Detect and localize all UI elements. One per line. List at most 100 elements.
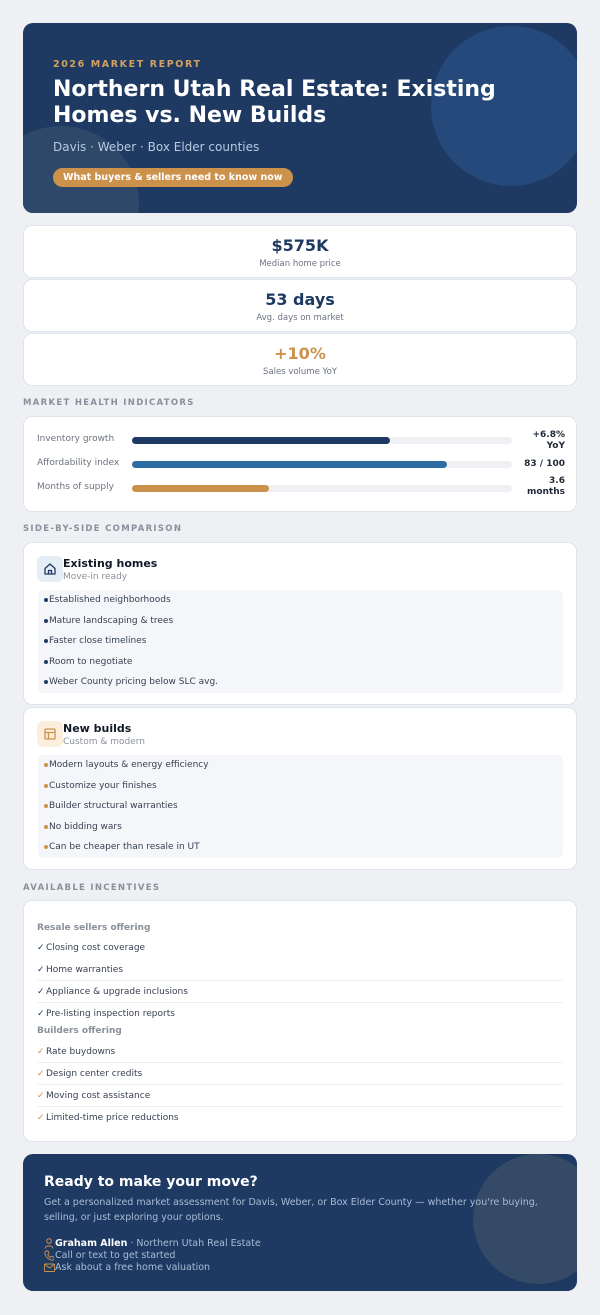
incentive-text: Closing cost coverage [46, 943, 146, 953]
agent-name: Graham Allen [55, 1238, 128, 1249]
section-label-incentives: AVAILABLE INCENTIVES [23, 883, 161, 893]
resale-heading: Resale sellers offering [37, 923, 151, 933]
existing-homes-list: Established neighborhoods Mature landscap… [38, 590, 563, 693]
list-item-text: Can be cheaper than resale in UT [49, 842, 200, 852]
stat-card-median-price: $575K Median home price [23, 225, 577, 278]
incentives-card: Resale sellers offering ✓Closing cost co… [23, 900, 577, 1142]
incentive-item: ✓Home warranties [37, 959, 563, 981]
bullet-dot [44, 618, 48, 623]
cta-banner: Ready to make your move? Get a personali… [23, 1154, 577, 1291]
new-builds-list: Modern layouts & energy efficiency Custom… [38, 755, 563, 858]
list-item: Modern layouts & energy efficiency [38, 755, 563, 776]
check-icon: ✓ [37, 965, 45, 975]
market-health-card: Inventory growth +6.8% YoY Affordability … [23, 416, 577, 512]
bullet-dot [44, 804, 48, 808]
health-row-value: 83 / 100 [524, 459, 565, 469]
progress-track [132, 485, 512, 492]
incentive-text: Limited-time price reductions [46, 1113, 179, 1123]
incentive-text: Rate buydowns [46, 1047, 116, 1057]
health-row-supply: Months of supply 3.6 months [37, 476, 565, 500]
home-icon [37, 556, 63, 582]
health-row-inventory: Inventory growth +6.8% YoY [37, 430, 565, 452]
progress-track [132, 461, 512, 468]
phone-line: Call or text to get started [55, 1250, 176, 1261]
check-icon: ✓ [37, 943, 45, 953]
health-row-value: 3.6 months [526, 476, 565, 497]
list-item: Established neighborhoods [38, 590, 563, 611]
phone-icon [44, 1250, 54, 1261]
incentive-item: ✓Design center credits [37, 1063, 563, 1085]
new-builds-card: New builds Custom & modern Modern layout… [23, 707, 577, 870]
list-item: Faster close timelines [38, 631, 563, 652]
progress-fill [132, 461, 448, 468]
check-icon: ✓ [37, 987, 45, 997]
list-item-text: Established neighborhoods [49, 595, 171, 605]
stat-value: +10% [274, 344, 326, 363]
health-row-label: Months of supply [37, 482, 114, 492]
list-item: Customize your finishes [38, 776, 563, 797]
bullet-dot [44, 598, 48, 602]
incentive-item: ✓Closing cost coverage [37, 937, 563, 959]
decorative-circle [473, 1154, 577, 1284]
bullet-dot [44, 680, 48, 684]
email-line: Ask about a free home valuation [55, 1262, 211, 1273]
list-item-text: Customize your finishes [49, 780, 157, 791]
health-row-label: Inventory growth [37, 434, 115, 444]
section-label-comparison: SIDE-BY-SIDE COMPARISON [23, 524, 183, 534]
bullet-dot [44, 783, 48, 788]
decorative-circle [431, 26, 577, 186]
list-item: Can be cheaper than resale in UT [38, 837, 563, 858]
stat-value: $575K [271, 236, 329, 255]
list-item: Mature landscaping & trees [38, 611, 563, 632]
list-item-text: Room to negotiate [49, 656, 133, 667]
hero-banner: 2026 MARKET REPORT Northern Utah Real Es… [23, 23, 577, 213]
stat-card-days-on-market: 53 days Avg. days on market [23, 279, 577, 332]
incentive-text: Pre-listing inspection reports [46, 1009, 175, 1019]
tagline-pill: What buyers & sellers need to know now [53, 168, 293, 187]
cta-body: Get a personalized market assessment for… [44, 1197, 538, 1223]
check-icon: ✓ [37, 1113, 45, 1123]
list-item-text: Mature landscaping & trees [49, 615, 174, 626]
incentive-item: ✓Limited-time price reductions [37, 1107, 563, 1129]
check-icon: ✓ [37, 1047, 45, 1057]
incentive-item: ✓Rate buydowns [37, 1041, 563, 1063]
person-icon [44, 1238, 54, 1249]
cta-title: Ready to make your move? [44, 1174, 258, 1190]
list-item: No bidding wars [38, 817, 563, 838]
list-item-text: Modern layouts & energy efficiency [49, 760, 209, 770]
agent-company: · Northern Utah Real Estate [127, 1238, 261, 1249]
bullet-dot [44, 639, 48, 643]
list-item-text: Builder structural warranties [49, 801, 178, 811]
bullet-dot [44, 659, 48, 664]
bullet-dot [44, 824, 48, 829]
new-builds-subtitle: Custom & modern [63, 737, 145, 747]
list-item-text: No bidding wars [49, 821, 122, 832]
new-builds-title: New builds [63, 722, 132, 735]
list-item-text: Weber County pricing below SLC avg. [49, 677, 219, 687]
list-item: Room to negotiate [38, 652, 563, 673]
check-icon: ✓ [37, 1069, 45, 1079]
progress-fill [132, 485, 269, 492]
section-label-health: MARKET HEALTH INDICATORS [23, 398, 195, 408]
mail-icon [44, 1263, 55, 1272]
stat-card-sales-volume: +10% Sales volume YoY [23, 333, 577, 386]
stat-value: 53 days [265, 290, 335, 309]
incentive-text: Home warranties [46, 965, 124, 975]
incentive-item: ✓Appliance & upgrade inclusions [37, 981, 563, 1003]
existing-homes-subtitle: Move-in ready [63, 572, 128, 582]
incentive-item: ✓Pre-listing inspection reports [37, 1003, 563, 1025]
incentive-text: Design center credits [46, 1069, 143, 1079]
health-row-value: +6.8% YoY [532, 430, 565, 451]
health-row-affordability: Affordability index 83 / 100 [37, 454, 565, 476]
existing-homes-card: Existing homes Move-in ready Established… [23, 542, 577, 705]
report-kicker: 2026 MARKET REPORT [53, 59, 202, 70]
bullet-dot [44, 845, 48, 849]
stat-label: Median home price [259, 259, 341, 269]
blueprint-icon [37, 721, 63, 747]
incentive-text: Moving cost assistance [46, 1091, 151, 1101]
list-item: Weber County pricing below SLC avg. [38, 672, 563, 693]
bullet-dot [44, 763, 48, 767]
page-title: Northern Utah Real Estate: Existing Home… [53, 77, 496, 128]
check-icon: ✓ [37, 1009, 45, 1019]
progress-fill [132, 437, 391, 444]
